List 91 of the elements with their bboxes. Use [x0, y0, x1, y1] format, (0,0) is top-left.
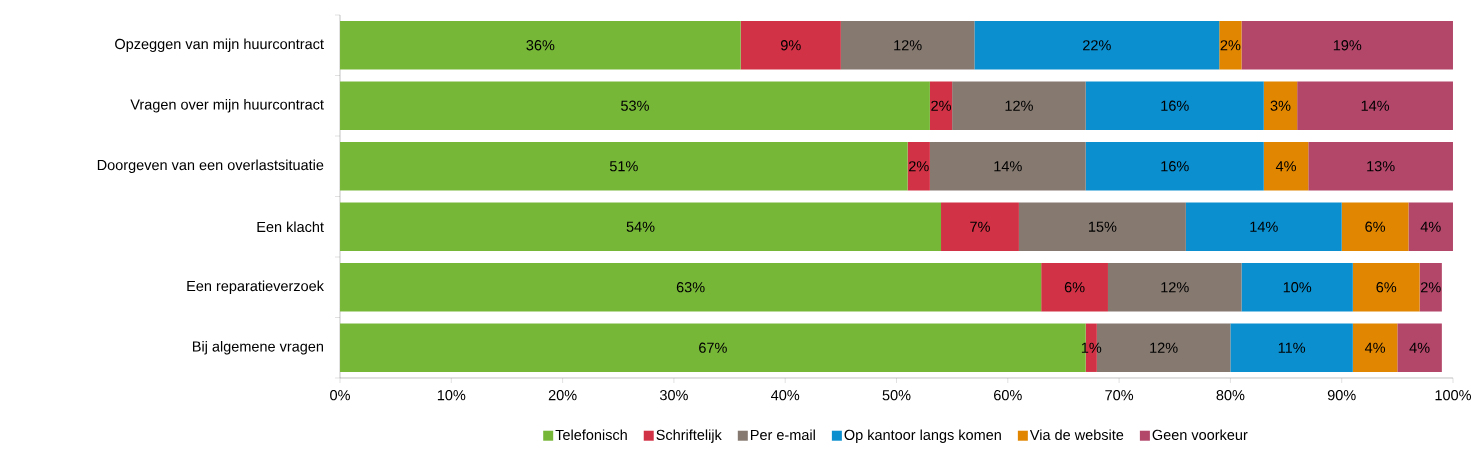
- data-label: 13%: [1367, 161, 1395, 172]
- bar: [941, 202, 1019, 251]
- data-label: 4%: [1364, 342, 1386, 353]
- data-label: 12%: [1150, 342, 1178, 353]
- data-label: 2%: [1220, 40, 1241, 51]
- bar: [1263, 81, 1298, 130]
- bar: [340, 142, 908, 191]
- data-label: 36%: [526, 40, 555, 51]
- data-label: 14%: [994, 161, 1022, 172]
- bar: [1419, 263, 1442, 312]
- bar: [1041, 263, 1108, 312]
- bar: [340, 202, 942, 251]
- bar: [1408, 202, 1453, 251]
- legend-label: Geen voorkeur: [1152, 429, 1248, 441]
- bar: [1352, 323, 1398, 372]
- bar: [1341, 202, 1409, 251]
- bar: [1297, 81, 1453, 130]
- data-label: 2%: [1420, 282, 1441, 293]
- data-label: 2%: [931, 100, 951, 111]
- x-tick-label: 70%: [1105, 390, 1134, 401]
- data-label: 12%: [1161, 282, 1189, 293]
- bar: [1107, 263, 1242, 312]
- data-label: 16%: [1161, 161, 1189, 172]
- x-tick-label: 100%: [1435, 390, 1472, 401]
- data-label: 53%: [621, 100, 649, 111]
- data-label: 3%: [1270, 100, 1291, 111]
- x-tick-label: 10%: [437, 390, 466, 401]
- data-label: 7%: [970, 221, 990, 232]
- bar: [907, 142, 930, 191]
- bar: [740, 21, 841, 70]
- y-tick-label: Opzeggen van mijn huurcontract: [115, 38, 324, 52]
- data-label: 6%: [1365, 221, 1386, 232]
- data-label: 15%: [1088, 221, 1117, 232]
- bar: [340, 81, 930, 130]
- bar: [1018, 202, 1186, 251]
- bar: [840, 21, 975, 70]
- data-label: 10%: [1283, 282, 1312, 293]
- y-tick-label: Een reparatieverzoek: [187, 280, 324, 294]
- data-label: 67%: [699, 342, 727, 353]
- bar: [1219, 21, 1242, 70]
- bar: [340, 21, 741, 70]
- bar: [929, 81, 953, 130]
- x-tick-label: 90%: [1327, 390, 1356, 401]
- x-tick-label: 60%: [994, 390, 1022, 401]
- bar: [929, 142, 1086, 191]
- bar: [1352, 263, 1420, 312]
- bar: [1230, 323, 1353, 372]
- data-label: 2%: [909, 161, 929, 172]
- bar: [1397, 323, 1442, 372]
- data-label: 11%: [1278, 342, 1306, 353]
- legend-label: Telefonisch: [555, 429, 627, 441]
- y-tick-label: Een klacht: [257, 221, 324, 233]
- data-label: 4%: [1275, 161, 1297, 172]
- bar: [340, 263, 1042, 312]
- data-label: 63%: [676, 282, 705, 293]
- bar: [1085, 81, 1264, 130]
- bar: [1308, 142, 1453, 191]
- x-tick-label: 50%: [882, 390, 911, 401]
- x-tick-label: 20%: [548, 390, 577, 401]
- data-label: 14%: [1250, 221, 1278, 232]
- y-tick-label: Doorgeven van een overlastsituatie: [97, 159, 324, 173]
- x-tick-label: 0%: [330, 390, 350, 401]
- data-label: 4%: [1420, 221, 1441, 232]
- bar: [1263, 142, 1309, 191]
- bar: [1085, 142, 1264, 191]
- data-label: 22%: [1083, 40, 1111, 51]
- data-label: 6%: [1064, 282, 1085, 293]
- data-label: 54%: [626, 221, 655, 232]
- x-tick-label: 40%: [771, 390, 800, 401]
- bar: [1241, 263, 1353, 312]
- data-label: 16%: [1161, 100, 1189, 111]
- legend-label: Per e-mail: [751, 429, 815, 441]
- bar: [952, 81, 1086, 130]
- y-tick-label: Vragen over mijn huurcontract: [130, 98, 324, 113]
- data-label: 12%: [1005, 100, 1033, 111]
- data-label: 9%: [780, 40, 801, 51]
- y-tick-label: Bij algemene vragen: [192, 340, 323, 355]
- legend-label: Op kantoor langs komen: [844, 429, 1001, 443]
- bar: [974, 21, 1220, 70]
- data-label: 12%: [894, 40, 922, 51]
- data-label: 6%: [1376, 282, 1397, 293]
- bar: [1241, 21, 1453, 70]
- data-label: 19%: [1333, 40, 1362, 51]
- data-label: 14%: [1361, 100, 1390, 111]
- legend-label: Schriftelijk: [656, 429, 722, 443]
- legend-label: Via de website: [1029, 429, 1124, 441]
- data-label: 51%: [609, 161, 638, 172]
- data-label: 4%: [1409, 342, 1430, 353]
- x-tick-label: 30%: [659, 390, 688, 401]
- x-tick-label: 80%: [1216, 390, 1245, 401]
- bar: [1185, 202, 1342, 251]
